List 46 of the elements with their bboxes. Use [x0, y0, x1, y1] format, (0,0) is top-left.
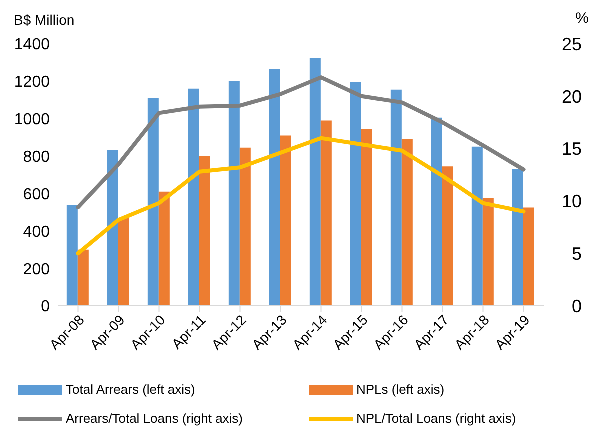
y2-tick-label: 10	[562, 192, 582, 212]
bar	[442, 166, 454, 306]
y-tick-label: 800	[23, 148, 50, 166]
bar	[402, 139, 413, 306]
bar	[148, 98, 159, 306]
bar	[310, 58, 321, 306]
bar	[472, 146, 483, 306]
bar	[512, 169, 524, 306]
y-axis-title: B$ Million	[14, 12, 75, 28]
y-tick-label: 1000	[14, 112, 50, 129]
legend-label: Arrears/Total Loans (right axis)	[66, 411, 244, 426]
bar	[350, 82, 362, 306]
y2-tick-label: 15	[562, 139, 582, 160]
bar	[118, 218, 130, 306]
legend-label: NPLs (left axis)	[356, 382, 445, 397]
bar	[361, 129, 372, 306]
y2-tick-label: 5	[572, 244, 582, 264]
bar	[188, 88, 200, 306]
bar	[269, 69, 280, 306]
bar	[482, 198, 494, 306]
bar	[390, 90, 402, 306]
y-tick-label: 200	[23, 261, 50, 278]
y2-axis-title: %	[576, 10, 589, 27]
bar	[280, 136, 292, 306]
bar	[66, 204, 78, 306]
bar	[240, 148, 251, 306]
bar	[431, 118, 442, 306]
line-series	[76, 136, 526, 256]
legend-label: Total Arrears (left axis)	[66, 382, 196, 397]
bar	[199, 156, 210, 306]
y-tick-label: 1200	[14, 74, 50, 92]
y-tick-label: 1400	[14, 36, 50, 54]
bar	[320, 120, 332, 306]
legend-label: NPL/Total Loans (right axis)	[356, 411, 516, 426]
y2-tick-label: 25	[562, 34, 582, 54]
bar	[158, 192, 170, 306]
y-tick-label: 600	[23, 186, 50, 204]
bar	[107, 150, 118, 306]
bar	[78, 250, 89, 306]
bar	[228, 81, 240, 306]
bar	[523, 208, 534, 306]
y2-tick-label: 20	[562, 86, 582, 107]
y2-tick-label: 0	[572, 296, 582, 316]
y-tick-label: 0	[41, 298, 50, 316]
line-series	[76, 76, 526, 210]
y-tick-label: 400	[23, 224, 50, 241]
